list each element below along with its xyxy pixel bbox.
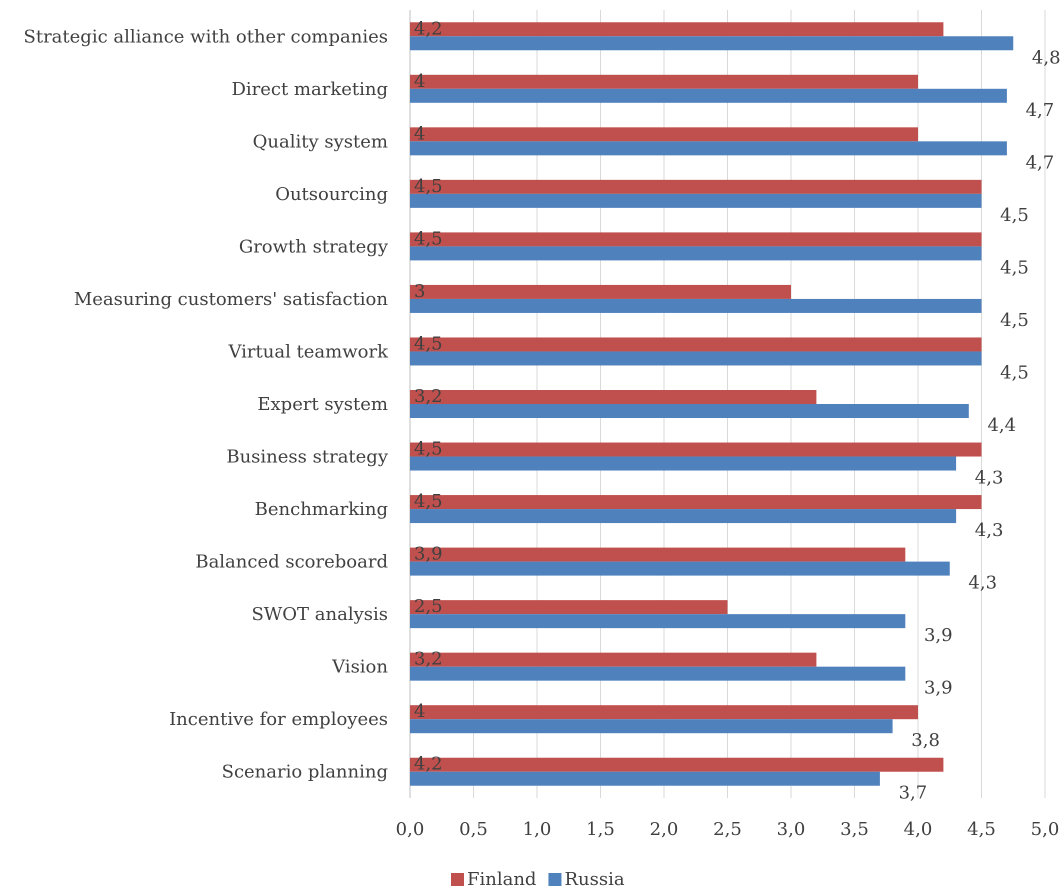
bar-finland-vision	[410, 652, 817, 667]
data-label-russia: 4,7	[1026, 100, 1055, 121]
bar-finland-strategic-alliance-with-other-companies	[410, 22, 944, 37]
data-label-finland: 2,5	[414, 596, 443, 617]
bar-finland-growth-strategy	[410, 232, 982, 247]
x-tick-label: 2,5	[713, 819, 742, 840]
legend: Finland Russia	[451, 869, 625, 890]
data-labels: 4,2 4,8 4 4,7 4 4,7 4,5 4,5 4,5 4,5 3 4,5 4,5 4,5 3,2 4…	[414, 18, 1061, 803]
category-label-virtual-teamwork: Virtual teamwork	[227, 341, 389, 362]
data-label-russia: 4,5	[1000, 257, 1029, 278]
bar-russia-vision	[410, 666, 906, 681]
bar-russia-incentive-for-employees	[410, 719, 893, 734]
category-label-incentive-for-employees: Incentive for employees	[169, 709, 388, 730]
bar-finland-outsourcing	[410, 179, 982, 194]
bar-finland-benchmarking	[410, 495, 982, 510]
data-label-russia: 3,7	[899, 783, 928, 804]
category-label-strategic-alliance-with-other-companies: Strategic alliance with other companies	[24, 26, 388, 47]
bar-russia-scenario-planning	[410, 771, 880, 786]
legend-label-finland: Finland	[467, 869, 536, 890]
bar-finland-virtual-teamwork	[410, 337, 982, 352]
bar-finland-swot-analysis	[410, 600, 728, 615]
data-label-russia: 4,3	[968, 573, 997, 594]
bar-russia-business-strategy	[410, 456, 957, 471]
x-tick-label: 3,5	[840, 819, 869, 840]
data-label-finland: 4	[414, 71, 425, 92]
bar-russia-benchmarking	[410, 509, 957, 524]
bar-finland-scenario-planning	[410, 757, 944, 772]
bar-finland-business-strategy	[410, 442, 982, 457]
category-label-outsourcing: Outsourcing	[275, 184, 388, 205]
x-tick-label: 0,5	[459, 819, 488, 840]
bar-russia-swot-analysis	[410, 614, 906, 629]
data-label-russia: 3,9	[924, 678, 953, 699]
x-tick-label: 1,0	[523, 819, 552, 840]
category-label-growth-strategy: Growth strategy	[239, 236, 389, 257]
category-labels: Strategic alliance with other companies D…	[24, 26, 390, 782]
category-label-scenario-planning: Scenario planning	[222, 762, 388, 783]
bar-russia-growth-strategy	[410, 246, 982, 261]
bars	[410, 22, 1014, 786]
bar-finland-direct-marketing	[410, 74, 918, 89]
data-label-finland: 4,5	[414, 491, 443, 512]
x-tick-label: 5,0	[1031, 819, 1060, 840]
data-label-finland: 4,5	[414, 176, 443, 197]
data-label-russia: 3,8	[911, 730, 940, 751]
data-label-russia: 4,7	[1026, 152, 1055, 173]
data-label-finland: 4,5	[414, 439, 443, 460]
x-tick-label: 2,0	[650, 819, 679, 840]
category-label-swot-analysis: SWOT analysis	[251, 604, 388, 625]
data-label-finland: 4	[414, 123, 425, 144]
bar-finland-quality-system	[410, 127, 918, 142]
bar-finland-incentive-for-employees	[410, 705, 918, 720]
legend-label-russia: Russia	[564, 869, 624, 890]
x-axis-tick-labels: 0,0 0,5 1,0 1,5 2,0 2,5 3,0 3,5 4,0 4,5 5,0	[396, 819, 1060, 840]
bar-russia-strategic-alliance-with-other-companies	[410, 36, 1014, 51]
data-label-finland: 4,2	[414, 18, 443, 39]
bar-russia-outsourcing	[410, 193, 982, 208]
category-label-business-strategy: Business strategy	[226, 447, 388, 468]
category-label-quality-system: Quality system	[253, 131, 388, 152]
legend-swatch-russia	[548, 873, 562, 886]
data-label-russia: 4,3	[975, 468, 1004, 489]
category-label-vision: Vision	[331, 657, 388, 678]
data-label-finland: 3	[414, 281, 425, 302]
bar-finland-expert-system	[410, 390, 817, 404]
x-tick-label: 1,5	[586, 819, 615, 840]
data-label-finland: 4	[414, 701, 425, 722]
data-label-russia: 4,5	[1000, 362, 1029, 383]
data-label-russia: 4,5	[1000, 205, 1029, 226]
data-label-finland: 4,2	[414, 754, 443, 775]
x-tick-label: 3,0	[777, 819, 806, 840]
category-label-expert-system: Expert system	[257, 394, 388, 415]
legend-swatch-finland	[451, 873, 464, 886]
data-label-russia: 3,9	[924, 625, 953, 646]
bar-russia-direct-marketing	[410, 88, 1007, 103]
bar-finland-balanced-scoreboard	[410, 547, 906, 562]
category-label-direct-marketing: Direct marketing	[231, 79, 388, 100]
bar-russia-virtual-teamwork	[410, 351, 982, 366]
data-label-finland: 3,2	[414, 649, 443, 670]
data-label-finland: 3,2	[414, 386, 443, 407]
data-label-finland: 3,9	[414, 544, 443, 565]
x-tick-label: 4,0	[904, 819, 933, 840]
category-label-measuring-customers-satisfaction: Measuring customers' satisfaction	[74, 289, 389, 310]
x-tick-label: 0,0	[396, 819, 425, 840]
x-tick-label: 4,5	[967, 819, 996, 840]
data-label-russia: 4,4	[987, 415, 1016, 436]
data-label-russia: 4,3	[975, 520, 1004, 541]
bar-russia-expert-system	[410, 404, 969, 418]
data-label-russia: 4,8	[1032, 47, 1061, 68]
bar-finland-measuring-customers-satisfaction	[410, 284, 791, 299]
data-label-russia: 4,5	[1000, 310, 1029, 331]
bar-russia-quality-system	[410, 141, 1007, 156]
bar-russia-measuring-customers-satisfaction	[410, 298, 982, 313]
bar-russia-balanced-scoreboard	[410, 561, 950, 576]
data-label-finland: 4,5	[414, 333, 443, 354]
data-label-finland: 4,5	[414, 228, 443, 249]
category-label-benchmarking: Benchmarking	[255, 499, 388, 520]
category-label-balanced-scoreboard: Balanced scoreboard	[195, 552, 388, 573]
